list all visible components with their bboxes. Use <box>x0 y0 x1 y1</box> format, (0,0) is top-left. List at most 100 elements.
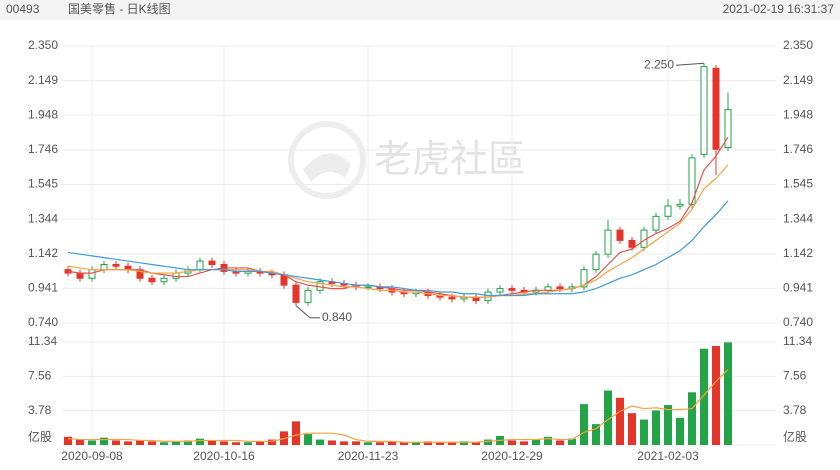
volume-bar <box>64 436 72 445</box>
volume-bar <box>268 439 276 445</box>
candle-body <box>76 272 84 279</box>
candle-body <box>508 288 516 291</box>
volume-tick-label: 11.34 <box>28 334 57 348</box>
candle-body <box>616 229 624 241</box>
volume-bar <box>256 441 264 445</box>
x-tick-label: 2020-11-23 <box>338 449 399 463</box>
volume-bar <box>688 392 696 445</box>
candle-body <box>148 277 156 283</box>
volume-bar <box>484 439 492 445</box>
y-tick-label: 2.350 <box>28 38 58 52</box>
candle-body <box>196 260 204 271</box>
x-tick-label: 2021-02-03 <box>637 449 699 463</box>
volume-tick-label: 3.78 <box>28 403 52 417</box>
volume-bar <box>640 419 648 445</box>
candle-body <box>628 239 636 248</box>
volume-bar <box>340 441 348 445</box>
candle-body <box>496 288 504 293</box>
volume-bar <box>304 434 312 445</box>
y-tick-label-right: 1.545 <box>783 177 813 191</box>
y-tick-label: 1.142 <box>28 246 58 260</box>
volume-bar <box>364 442 372 445</box>
y-tick-label-right: 2.149 <box>783 73 813 87</box>
timestamp: 2021-02-19 16:31:37 <box>723 2 835 16</box>
volume-bar <box>136 440 144 445</box>
volume-bar <box>232 442 240 445</box>
candle-body <box>712 67 720 150</box>
volume-bar <box>244 442 252 445</box>
volume-bar <box>316 439 324 445</box>
candle-body <box>664 205 672 217</box>
candle-body <box>700 66 708 155</box>
volume-bar <box>712 345 720 445</box>
x-tick-label: 2020-12-29 <box>481 449 543 463</box>
y-tick-label-right: 0.941 <box>783 281 813 295</box>
watermark: 老虎社區 <box>374 139 526 181</box>
candle-body <box>652 215 660 231</box>
y-tick-label: 1.344 <box>28 211 58 225</box>
candle-body <box>592 253 600 271</box>
volume-bar <box>532 439 540 445</box>
volume-bar <box>196 438 204 445</box>
volume-bar <box>328 440 336 445</box>
volume-tick-label-right: 11.34 <box>783 334 812 348</box>
y-tick-label: 1.545 <box>28 177 58 191</box>
min-label: 0.840 <box>322 310 352 324</box>
candle-body <box>88 269 96 279</box>
volume-bar <box>220 441 228 445</box>
volume-unit: 亿股 <box>28 429 52 444</box>
volume-bar <box>160 442 168 445</box>
y-tick-label-right: 1.142 <box>783 246 813 260</box>
max-label: 2.250 <box>644 57 674 71</box>
candle-body <box>724 109 732 149</box>
volume-bar <box>652 410 660 445</box>
stock-code: 00493 <box>6 2 40 16</box>
price-ma-line <box>67 164 729 298</box>
volume-bar <box>352 441 360 445</box>
volume-tick-label-right: 3.78 <box>783 403 807 417</box>
x-tick-label: 2020-09-08 <box>61 449 123 463</box>
volume-bar <box>544 436 552 445</box>
y-tick-label-right: 2.350 <box>783 38 813 52</box>
volume-bar <box>100 437 108 445</box>
chart-title: 国美零售 - 日K线图 <box>68 1 171 16</box>
volume-bar <box>208 440 216 445</box>
volume-bar <box>568 438 576 445</box>
volume-bar <box>508 440 516 445</box>
max-pointer <box>675 62 705 66</box>
candle-body <box>112 264 120 267</box>
candle-body <box>304 289 312 303</box>
candle-body <box>448 296 456 300</box>
candle-body <box>160 277 168 283</box>
price-ma-line <box>67 136 729 298</box>
candle-body <box>676 203 684 207</box>
candle-body <box>292 284 300 303</box>
y-tick-label: 1.948 <box>28 107 58 121</box>
volume-bar <box>724 342 732 445</box>
volume-bar <box>580 404 588 445</box>
y-tick-label-right: 0.740 <box>783 315 813 329</box>
volume-bar <box>628 413 636 445</box>
volume-bar <box>520 441 528 445</box>
volume-tick-label-right: 7.56 <box>783 369 807 383</box>
volume-bar <box>112 440 120 445</box>
volume-bar <box>472 442 480 445</box>
volume-bar <box>664 405 672 445</box>
volume-bar <box>436 442 444 445</box>
volume-ma-line <box>67 369 729 443</box>
header-bar <box>0 0 840 20</box>
volume-bar <box>292 421 300 445</box>
volume-tick-label: 7.56 <box>28 369 52 383</box>
y-tick-label-right: 1.344 <box>783 211 813 225</box>
candle-body <box>208 260 216 266</box>
y-tick-label-right: 1.948 <box>783 107 813 121</box>
min-pointer <box>295 305 311 319</box>
volume-bar <box>76 439 84 445</box>
volume-bar <box>676 417 684 445</box>
volume-bar <box>388 441 396 445</box>
candle-body <box>604 229 612 255</box>
candle-body <box>556 286 564 290</box>
volume-bar <box>172 441 180 445</box>
volume-bar <box>424 441 432 445</box>
